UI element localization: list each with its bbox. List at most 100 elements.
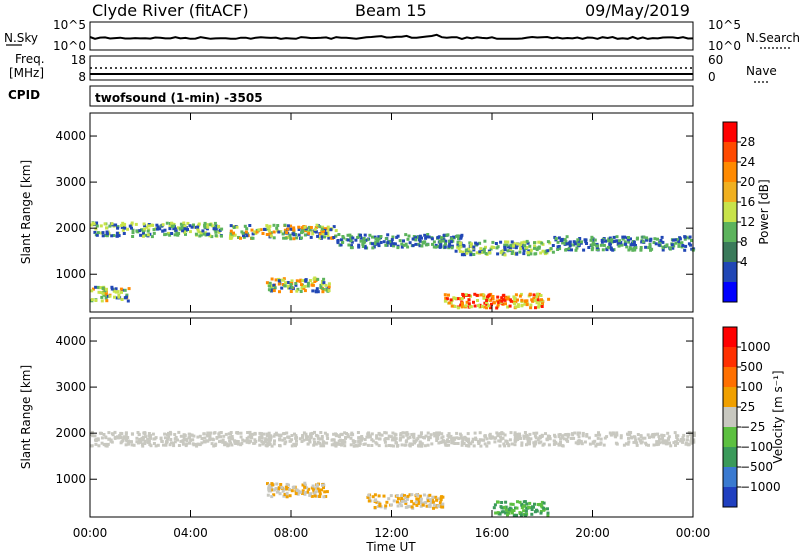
echo-cell xyxy=(321,443,325,446)
echo-cell xyxy=(410,493,414,497)
echo-cell xyxy=(423,436,426,440)
echo-cell xyxy=(371,235,374,239)
echo-cell xyxy=(513,433,517,437)
echo-cell xyxy=(522,240,526,244)
echo-cell xyxy=(486,298,490,302)
echo-cell xyxy=(250,228,254,232)
echo-cell xyxy=(123,222,127,226)
echo-cell xyxy=(340,433,344,437)
echo-cell xyxy=(617,244,621,248)
echo-cell xyxy=(290,489,294,493)
echo-cell xyxy=(496,500,500,504)
echo-cell xyxy=(303,225,307,229)
echo-cell xyxy=(426,497,430,501)
echo-cell xyxy=(482,247,486,251)
echo-cell xyxy=(523,302,527,306)
echo-cell xyxy=(526,437,530,441)
echo-cell xyxy=(113,436,117,440)
echo-cell xyxy=(682,438,686,442)
echo-cell xyxy=(303,481,307,485)
echo-cell xyxy=(267,436,271,440)
echo-cell xyxy=(205,223,209,227)
colorbar-segment xyxy=(723,347,737,368)
echo-cell xyxy=(689,441,693,445)
echo-cell xyxy=(181,440,185,444)
colorbar-tick-label: −25 xyxy=(740,420,765,434)
power-colorbar-label: Power [dB] xyxy=(757,179,771,244)
echo-cell xyxy=(491,240,495,244)
echo-cell xyxy=(346,233,350,237)
echo-cell xyxy=(108,294,112,298)
echo-cell xyxy=(435,439,439,442)
echo-cell xyxy=(177,444,181,447)
echo-cell xyxy=(577,440,581,444)
echo-cell xyxy=(306,284,310,288)
echo-cell xyxy=(462,293,466,297)
echo-cell xyxy=(464,304,468,308)
echo-cell xyxy=(312,488,316,492)
echo-cell xyxy=(306,442,310,446)
echo-cell xyxy=(143,432,147,435)
echo-cell xyxy=(310,494,314,498)
echo-cell xyxy=(532,444,536,448)
echo-cell xyxy=(414,242,418,246)
echo-cell xyxy=(510,511,514,515)
echo-cell xyxy=(181,439,185,443)
echo-cell xyxy=(334,234,338,238)
echo-cell xyxy=(281,438,285,442)
echo-cell xyxy=(480,304,484,308)
echo-cell xyxy=(105,299,109,303)
echo-cell xyxy=(502,442,506,446)
echo-cell xyxy=(190,225,194,229)
echo-cell xyxy=(338,438,342,442)
echo-cell xyxy=(457,237,460,240)
echo-cell xyxy=(681,440,685,444)
echo-cell xyxy=(512,513,516,517)
colorbar-tick-label: −100 xyxy=(740,440,773,454)
echo-cell xyxy=(274,278,278,282)
echo-region xyxy=(492,500,550,517)
echo-cell xyxy=(340,443,343,447)
echo-cell xyxy=(325,441,329,445)
echo-cell xyxy=(251,232,255,236)
echo-cell xyxy=(210,224,214,228)
echo-cell xyxy=(149,436,152,440)
echo-cell xyxy=(431,495,435,499)
echo-cell xyxy=(475,293,479,297)
echo-cell xyxy=(400,497,404,500)
echo-cell xyxy=(614,441,618,445)
echo-cell xyxy=(456,306,460,310)
echo-cell xyxy=(110,222,114,226)
echo-region xyxy=(266,481,329,499)
echo-cell xyxy=(639,248,643,251)
echo-cell xyxy=(202,432,206,436)
echo-cell xyxy=(412,502,416,506)
colorbar-tick-label: 16 xyxy=(740,195,755,209)
echo-cell xyxy=(311,230,315,234)
echo-cell xyxy=(237,236,241,239)
echo-cell xyxy=(415,503,419,507)
colorbar-frame xyxy=(722,121,738,303)
echo-cell xyxy=(476,440,480,443)
echo-cell xyxy=(308,438,311,442)
echo-cell xyxy=(281,232,285,236)
colorbar-segment xyxy=(723,202,737,223)
echo-cell xyxy=(273,286,277,290)
echo-cell xyxy=(559,440,562,444)
echo-cell xyxy=(277,486,281,490)
echo-cell xyxy=(145,225,149,229)
xtick-label: 16:00 xyxy=(475,526,510,540)
echo-cell xyxy=(181,442,185,446)
echo-cell xyxy=(646,433,650,437)
echo-cell xyxy=(239,435,243,439)
echo-cell xyxy=(427,435,431,439)
echo-cell xyxy=(245,227,249,231)
echo-cell xyxy=(166,437,170,441)
echo-cell xyxy=(90,430,94,434)
echo-cell xyxy=(514,242,518,246)
echo-cell xyxy=(411,237,415,241)
echo-cell xyxy=(227,436,231,440)
echo-cell xyxy=(267,288,271,292)
echo-cell xyxy=(416,497,420,501)
echo-cell xyxy=(221,440,225,444)
